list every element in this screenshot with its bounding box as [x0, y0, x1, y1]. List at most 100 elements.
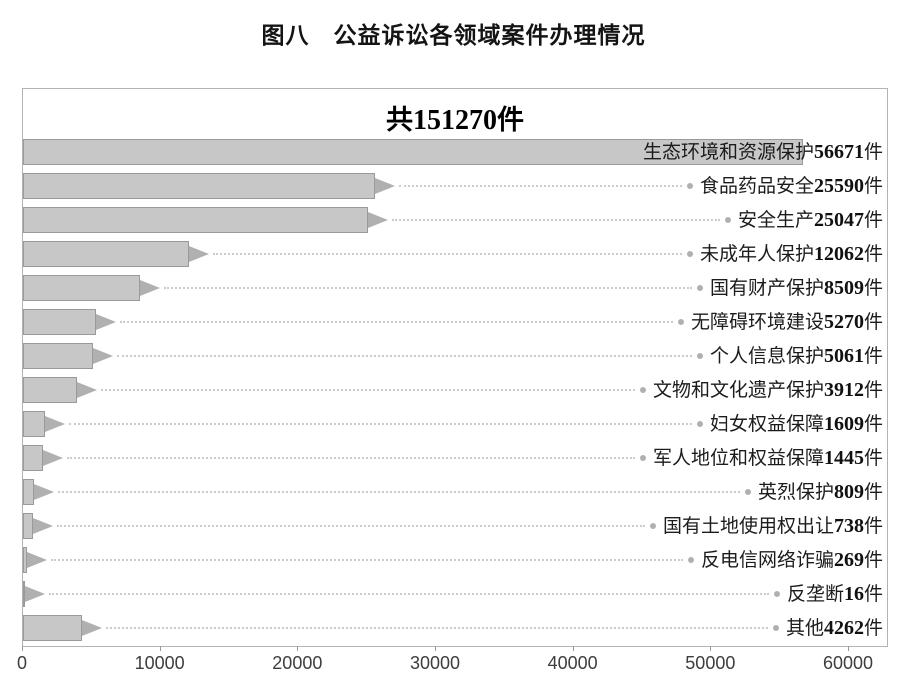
bar-unit: 件	[863, 142, 883, 163]
bar-label: 生态环境和资源保护56671件	[643, 139, 883, 166]
bar-category: 妇女权益保障	[709, 414, 824, 435]
bar	[23, 139, 804, 165]
bar	[23, 173, 376, 199]
bar	[23, 343, 93, 369]
bar-row: 其他4262件	[23, 615, 887, 641]
plot-area: 共151270件 生态环境和资源保护56671件 食品药品安全25590件 安全生产…	[22, 88, 888, 647]
bar-arrow-icon	[95, 314, 116, 330]
bar-unit: 件	[863, 584, 883, 605]
bar-row: 反垄断16件	[23, 581, 887, 607]
bar-value: 809	[833, 481, 864, 503]
bar-row: 未成年人保护12062件	[23, 241, 887, 267]
bar	[23, 479, 35, 505]
bar-category: 国有土地使用权出让	[662, 516, 834, 537]
bar	[23, 547, 27, 573]
bar-row: 无障碍环境建设5270件	[23, 309, 887, 335]
bar-label: 安全生产25047件	[738, 207, 883, 234]
leader-line	[100, 389, 635, 391]
bar-unit: 件	[863, 176, 883, 197]
bar	[23, 615, 82, 641]
bar-value: 5061	[823, 345, 864, 367]
bar-row: 文物和文化遗产保护3912件	[23, 377, 887, 403]
bar	[23, 275, 141, 301]
bar-arrow-icon	[92, 348, 113, 364]
bar-unit: 件	[863, 244, 883, 265]
bar-arrow-icon	[140, 280, 161, 296]
bar-category: 反电信网络诈骗	[700, 550, 834, 571]
leader-line	[48, 593, 769, 595]
leader-line	[164, 287, 692, 289]
bar-row: 国有土地使用权出让738件	[23, 513, 887, 539]
bar-label: 军人地位和权益保障1445件	[653, 445, 883, 472]
bar-unit: 件	[863, 482, 883, 503]
bar-value: 1445	[823, 447, 864, 469]
leader-dot	[745, 489, 751, 495]
leader-dot	[650, 523, 656, 529]
leader-dot	[774, 591, 780, 597]
total-prefix: 共	[386, 105, 413, 135]
bar-category: 反垄断	[786, 584, 844, 605]
leader-line	[391, 219, 720, 221]
x-axis-label: 50000	[685, 653, 736, 673]
bar-category: 国有财产保护	[709, 278, 824, 299]
bar-label: 国有财产保护8509件	[710, 275, 883, 302]
x-axis-label: 20000	[272, 653, 323, 673]
bar-row: 妇女权益保障1609件	[23, 411, 887, 437]
x-axis-tick	[572, 646, 574, 651]
bar-value: 3912	[823, 379, 864, 401]
bar	[23, 411, 46, 437]
leader-dot	[725, 217, 731, 223]
bar-label: 无障碍环境建设5270件	[691, 309, 883, 336]
bar-unit: 件	[863, 550, 883, 571]
bar	[23, 207, 368, 233]
leader-dot	[697, 421, 703, 427]
bar-value: 1609	[823, 413, 864, 435]
bar-arrow-icon	[367, 212, 388, 228]
bars-container: 生态环境和资源保护56671件食品药品安全25590件安全生产25047件未成年…	[23, 89, 887, 646]
bar-category: 安全生产	[737, 210, 814, 231]
x-axis-tick	[848, 646, 849, 651]
leader-dot	[688, 557, 694, 563]
bar-row: 生态环境和资源保护56671件	[23, 139, 887, 165]
bar-value: 4262	[823, 617, 864, 639]
bar-arrow-icon	[33, 518, 54, 534]
leader-line	[58, 491, 740, 493]
bar-label: 未成年人保护12062件	[700, 241, 883, 268]
bar-row: 个人信息保护5061件	[23, 343, 887, 369]
bar-arrow-icon	[45, 416, 66, 432]
x-axis-label: 60000	[822, 653, 874, 673]
x-axis-label: 0	[16, 653, 27, 673]
bar-label: 文物和文化遗产保护3912件	[653, 377, 883, 404]
bar-label: 食品药品安全25590件	[700, 173, 883, 200]
bar-arrow-icon	[34, 484, 55, 500]
bar-label: 妇女权益保障1609件	[710, 411, 883, 438]
bar-unit: 件	[863, 346, 883, 367]
figure-title: 图八 公益诉讼各领域案件办理情况	[261, 22, 646, 48]
bar-label: 其他4262件	[786, 615, 883, 642]
bar-unit: 件	[863, 210, 883, 231]
leader-dot	[697, 353, 703, 359]
leader-dot	[773, 625, 779, 631]
leader-line	[69, 423, 692, 425]
leader-line	[213, 253, 682, 255]
leader-dot	[697, 285, 703, 291]
bar-unit: 件	[863, 380, 883, 401]
bar-category: 无障碍环境建设	[690, 312, 824, 333]
bar-row: 反电信网络诈骗269件	[23, 547, 887, 573]
leader-dot	[640, 387, 646, 393]
bar-value: 56671	[813, 141, 864, 163]
leader-line	[119, 321, 673, 323]
bar-value: 8509	[823, 277, 864, 299]
x-axis-tick	[22, 646, 23, 651]
bar-label: 国有土地使用权出让738件	[663, 513, 883, 540]
bar-unit: 件	[863, 278, 883, 299]
bar-unit: 件	[863, 516, 883, 537]
bar-category: 军人地位和权益保障	[652, 448, 824, 469]
leader-line	[50, 559, 683, 561]
bar	[23, 241, 190, 267]
x-axis-label: 30000	[409, 653, 461, 673]
bar	[23, 445, 43, 471]
bar-arrow-icon	[26, 552, 47, 568]
x-axis-label: 10000	[134, 653, 185, 673]
